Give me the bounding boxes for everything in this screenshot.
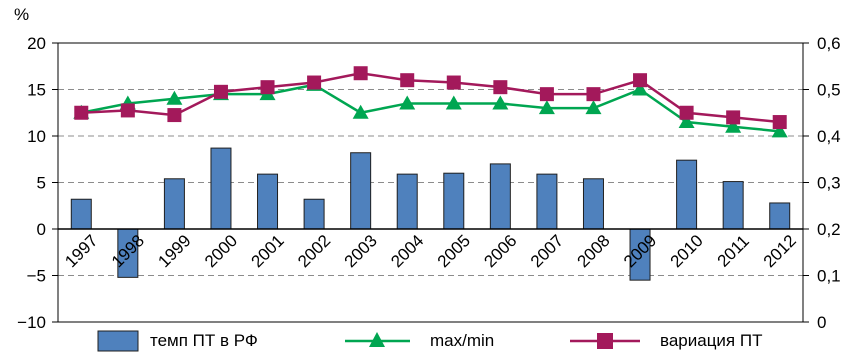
square-point-2009 xyxy=(633,73,648,88)
square-point-2008 xyxy=(586,87,601,102)
bar-2012 xyxy=(769,202,791,230)
square-point-1999 xyxy=(167,108,182,123)
y-left-tick-label: −5 xyxy=(27,267,46,286)
legend-square-icon xyxy=(597,333,613,349)
square-point-2001 xyxy=(260,80,275,95)
legend-label-bar: темп ПТ в РФ xyxy=(150,331,258,350)
bar-2002 xyxy=(303,198,325,230)
triangle-point-1999 xyxy=(166,90,183,105)
bar-2011 xyxy=(722,181,744,230)
square-point-2005 xyxy=(446,75,461,90)
square-point-2004 xyxy=(400,73,415,88)
x-tick-label-2003: 2003 xyxy=(341,231,381,271)
x-tick-label-2002: 2002 xyxy=(294,231,334,271)
line-variation xyxy=(81,71,780,124)
x-tick-label-1999: 1999 xyxy=(154,231,194,271)
y-right-tick-label: 0,2 xyxy=(817,220,841,239)
bar-2006 xyxy=(489,163,511,230)
bar-2010 xyxy=(676,159,698,230)
y-left-tick-label: 5 xyxy=(37,174,46,193)
x-tick-label-2012: 2012 xyxy=(760,231,800,271)
square-point-2011 xyxy=(726,110,741,125)
x-tick-label-2007: 2007 xyxy=(527,231,567,271)
square-point-2003 xyxy=(353,66,368,81)
triangle-point-2008 xyxy=(585,100,602,115)
triangle-point-2005 xyxy=(445,95,462,110)
bar-2000 xyxy=(210,147,232,230)
y-right-tick-label: 0,3 xyxy=(817,174,841,193)
triangle-point-2003 xyxy=(352,104,369,119)
x-axis: 1997 1998 1999 2000 2001 2002 2003 2004 2005 2006… xyxy=(61,231,800,271)
bar-2004 xyxy=(396,173,418,230)
triangle-point-2009 xyxy=(632,81,649,96)
bar-series xyxy=(70,147,791,281)
x-tick-label-2006: 2006 xyxy=(480,231,520,271)
bar-2003 xyxy=(350,152,372,230)
x-tick-label-2008: 2008 xyxy=(573,231,613,271)
bar-2005 xyxy=(443,172,465,230)
y-left-tick-label: 0 xyxy=(37,220,46,239)
y-axis-left: −10 −5 0 5 10 15 20 xyxy=(17,34,58,332)
square-point-2002 xyxy=(307,75,322,90)
legend-bar-swatch xyxy=(97,330,139,352)
square-point-1997 xyxy=(74,105,89,120)
square-point-2000 xyxy=(213,84,228,99)
square-point-1998 xyxy=(120,103,135,118)
legend: темп ПТ в РФ max/min вариация ПТ xyxy=(97,330,762,352)
legend-label-variation: вариация ПТ xyxy=(660,331,762,350)
y-axis-left-label: % xyxy=(14,5,29,24)
y-left-tick-label: 20 xyxy=(27,34,46,53)
triangle-point-2012 xyxy=(771,123,788,138)
square-point-2012 xyxy=(772,115,787,130)
line-series xyxy=(73,66,788,138)
bar-2001 xyxy=(257,173,279,230)
bar-2008 xyxy=(582,178,604,230)
square-point-2010 xyxy=(679,105,694,120)
triangle-point-2007 xyxy=(538,100,555,115)
legend-label-maxmin: max/min xyxy=(430,331,494,350)
y-left-tick-label: 15 xyxy=(27,81,46,100)
y-axis-right: 0 0,1 0,2 0,3 0,4 0,5 0,6 xyxy=(803,34,841,332)
bar-2007 xyxy=(536,173,558,230)
triangle-point-2006 xyxy=(492,95,509,110)
y-right-tick-label: 0,4 xyxy=(817,127,841,146)
bar-1999 xyxy=(163,178,185,230)
legend-triangle-icon xyxy=(369,332,385,347)
triangle-point-2010 xyxy=(678,114,695,129)
y-left-tick-label: 10 xyxy=(27,127,46,146)
square-point-2006 xyxy=(493,80,508,95)
triangle-point-2004 xyxy=(399,95,416,110)
bar-1997 xyxy=(70,198,92,230)
line-maxmin xyxy=(81,83,780,133)
y-right-tick-label: 0,5 xyxy=(817,81,841,100)
x-tick-label-2011: 2011 xyxy=(714,231,753,270)
square-point-2007 xyxy=(539,87,554,102)
y-right-tick-label: 0,6 xyxy=(817,34,841,53)
triangle-point-2011 xyxy=(725,118,742,133)
y-left-tick-label: −10 xyxy=(17,313,46,332)
x-tick-label-2000: 2000 xyxy=(201,231,241,271)
y-right-tick-label: 0,1 xyxy=(817,267,841,286)
x-tick-label-2010: 2010 xyxy=(667,231,707,271)
x-tick-label-1997: 1997 xyxy=(61,231,101,271)
x-tick-label-2005: 2005 xyxy=(434,231,474,271)
x-tick-label-2001: 2001 xyxy=(248,231,288,271)
x-tick-label-2004: 2004 xyxy=(387,231,427,271)
y-right-tick-label: 0 xyxy=(817,313,826,332)
